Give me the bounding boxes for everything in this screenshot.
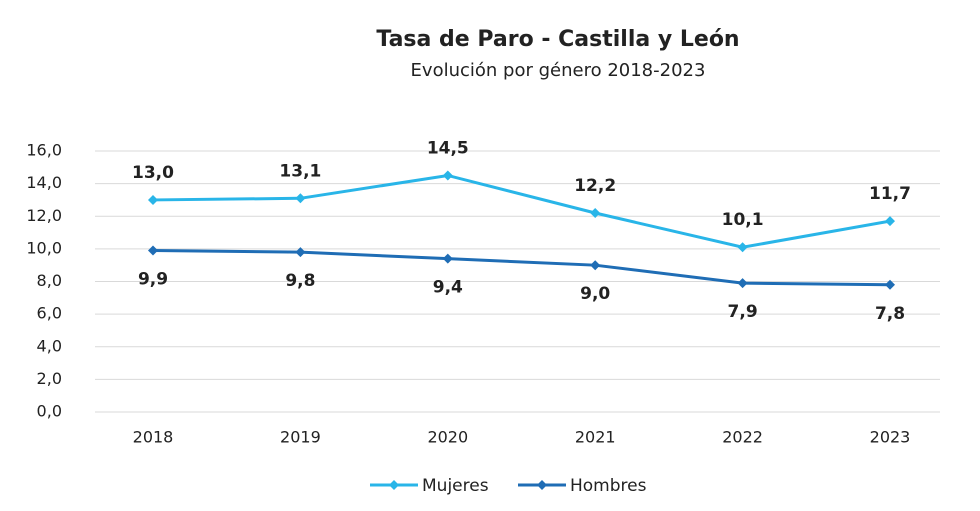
point [590, 207, 601, 218]
point [737, 242, 748, 253]
data-label: 9,8 [285, 271, 315, 291]
legend-label: Hombres [570, 476, 647, 496]
point [295, 247, 306, 258]
legend-label: Mujeres [422, 476, 489, 496]
point [148, 194, 158, 205]
x-tick-label: 2023 [870, 428, 911, 447]
point [737, 278, 748, 289]
y-tick-label: 8,0 [37, 271, 62, 290]
data-label: 7,9 [728, 302, 758, 322]
data-label: 12,2 [574, 176, 616, 196]
point [885, 279, 895, 290]
chart-subtitle: Evolución por género 2018-2023 [411, 60, 706, 81]
point [442, 170, 453, 181]
data-label: 13,0 [132, 163, 174, 183]
data-label: 7,8 [875, 304, 905, 324]
data-label: 11,7 [869, 184, 911, 204]
data-label: 10,1 [722, 210, 764, 230]
x-tick-label: 2022 [722, 428, 763, 447]
y-tick-label: 16,0 [26, 141, 62, 160]
point [590, 260, 601, 271]
y-tick-label: 6,0 [37, 304, 62, 323]
data-label: 13,1 [279, 161, 321, 181]
x-tick-label: 2021 [575, 428, 616, 447]
x-tick-label: 2019 [280, 428, 321, 447]
y-tick-label: 14,0 [26, 173, 62, 192]
point [148, 245, 158, 256]
y-tick-label: 2,0 [37, 369, 62, 388]
point [442, 253, 453, 264]
data-label: 9,9 [138, 270, 168, 290]
point [295, 193, 306, 204]
legend-marker [537, 480, 547, 490]
series-line [152, 249, 891, 287]
data-label: 9,4 [433, 278, 463, 298]
y-tick-label: 10,0 [26, 238, 62, 257]
y-tick-label: 4,0 [37, 336, 62, 355]
series-line [152, 173, 891, 249]
legend-marker [389, 480, 399, 490]
x-tick-label: 2018 [133, 428, 174, 447]
y-tick-label: 0,0 [37, 402, 62, 421]
x-tick-label: 2020 [427, 428, 468, 447]
data-label: 14,5 [427, 138, 469, 158]
point [885, 216, 895, 227]
chart-title: Tasa de Paro - Castilla y León [376, 27, 739, 52]
y-tick-label: 12,0 [26, 206, 62, 225]
data-label: 9,0 [580, 284, 610, 304]
